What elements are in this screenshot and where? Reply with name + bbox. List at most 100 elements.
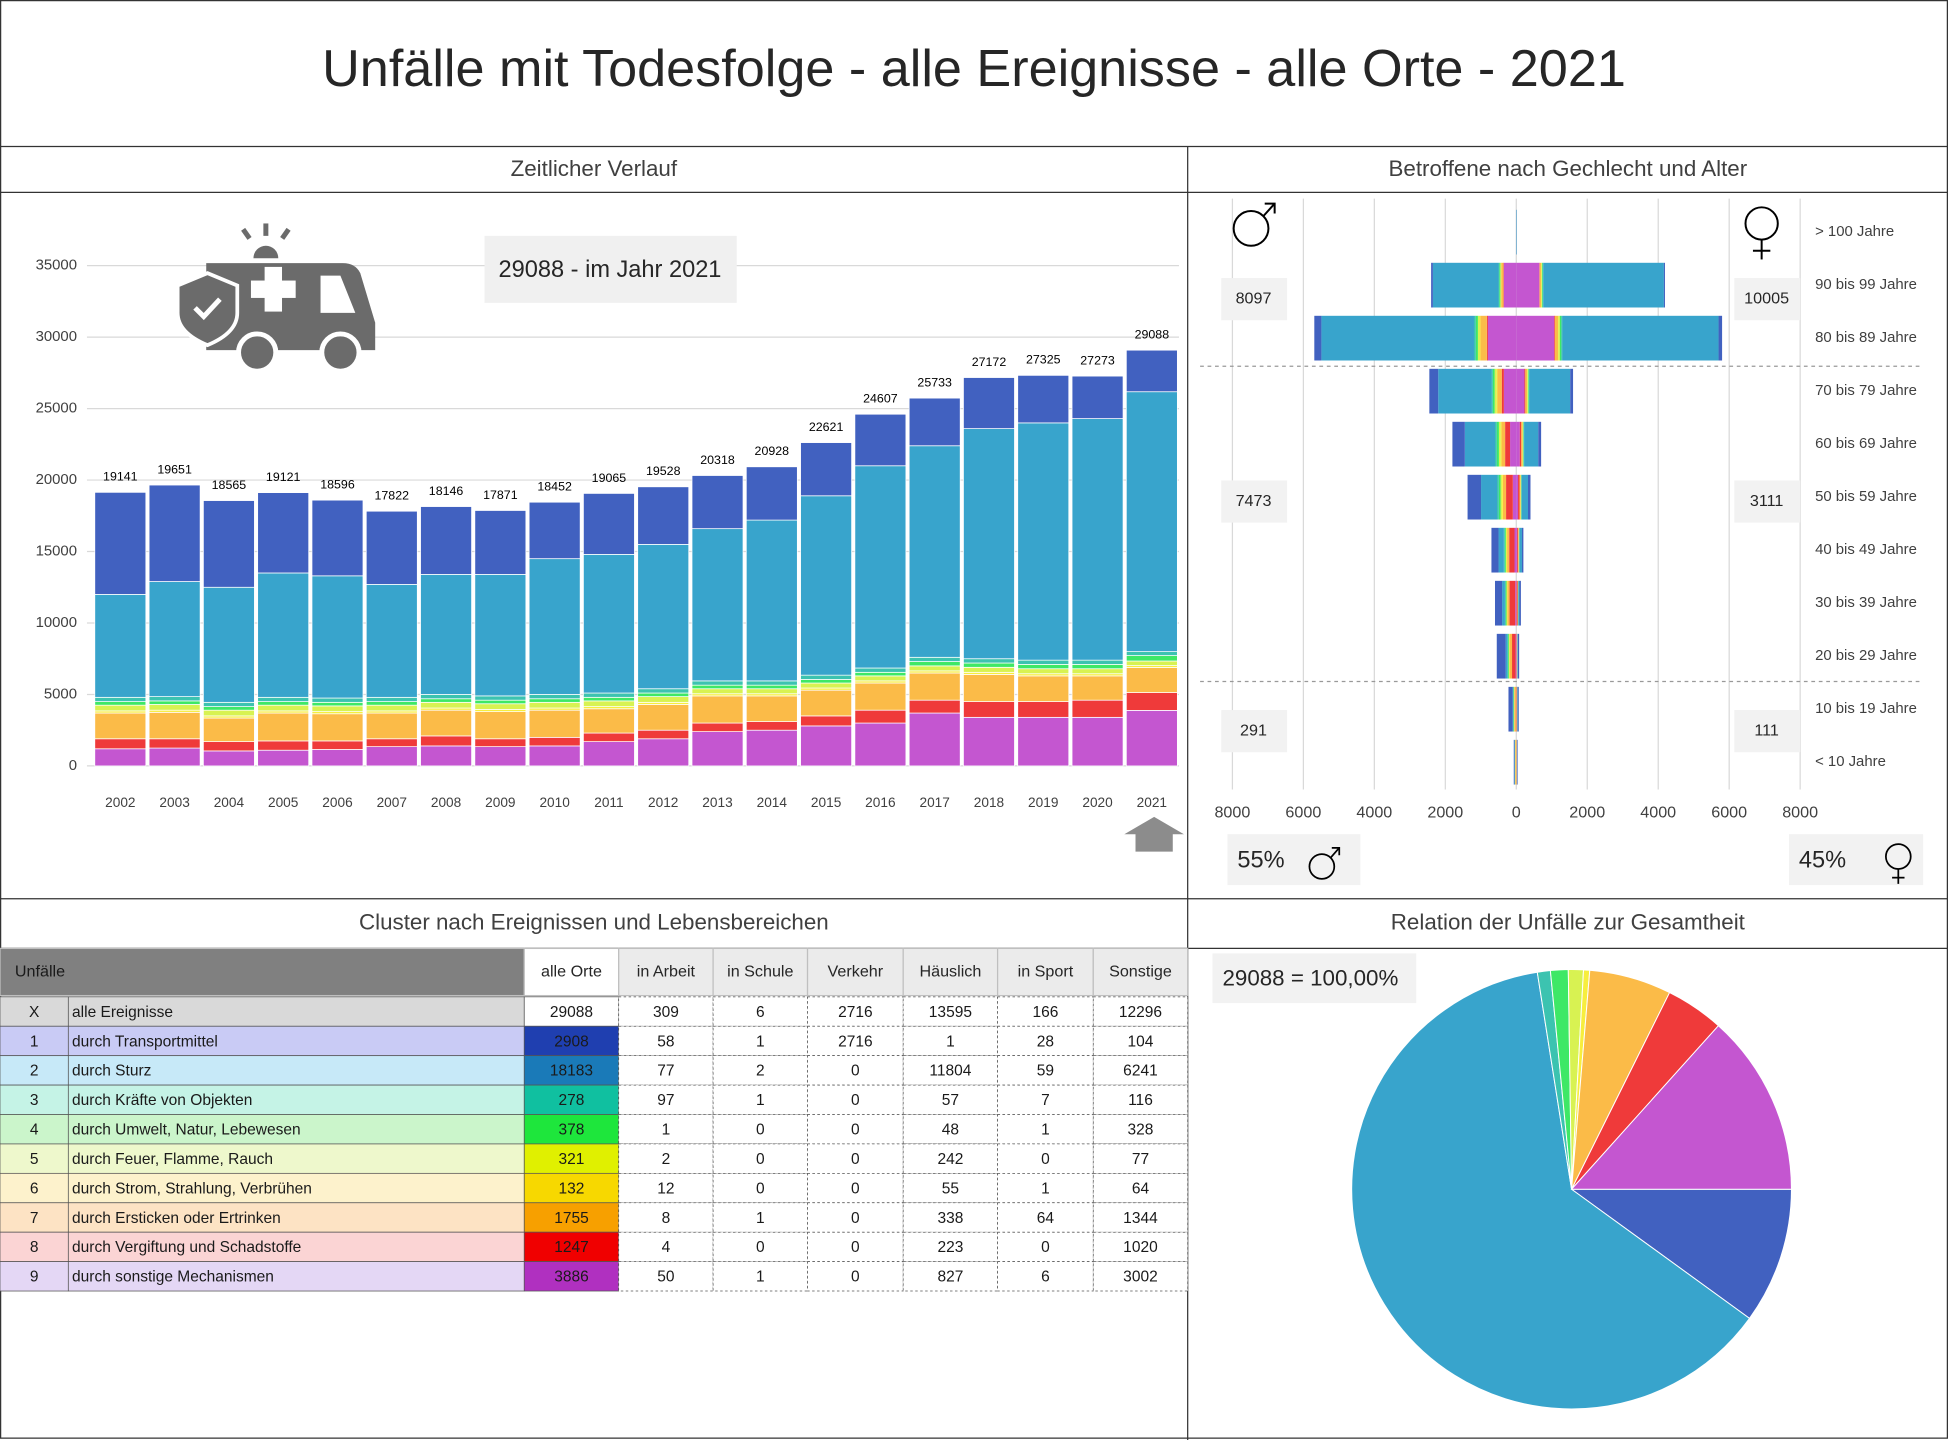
- cell-text: 0: [756, 1122, 765, 1139]
- header-label: Sonstige: [1109, 962, 1172, 980]
- bar-segment: [148, 738, 201, 749]
- female-segment: [1523, 421, 1524, 467]
- bar-segment: [474, 746, 527, 767]
- male-icon: [1232, 202, 1276, 247]
- bar-segment: [963, 674, 1015, 702]
- female-segment: [1542, 262, 1543, 308]
- bar-segment: [528, 745, 581, 767]
- bar-segment: [800, 442, 852, 497]
- female-segment: [1518, 580, 1520, 626]
- female-segment: [1538, 421, 1542, 467]
- bar-segment: [1125, 710, 1178, 767]
- cell-text: 4: [30, 1122, 39, 1139]
- bar-segment: [203, 586, 255, 703]
- bar-segment: [94, 712, 147, 740]
- bar-segment: [474, 738, 527, 748]
- female-segment: [1663, 262, 1665, 308]
- male-total: 8097: [1236, 289, 1272, 307]
- female-segment: [1528, 368, 1530, 414]
- male-segment: [1504, 527, 1506, 573]
- bar-segment: [854, 671, 907, 677]
- male-segment: [1498, 527, 1504, 573]
- y-tick-label: 0: [69, 758, 77, 774]
- bar-segment: [1071, 664, 1124, 670]
- male-segment: [1467, 474, 1482, 520]
- cell-text: 11804: [929, 1063, 971, 1080]
- male-segment: [1513, 686, 1514, 732]
- male-segment: [1506, 580, 1508, 626]
- annotation: 29088 = 100,00%: [1222, 965, 1398, 990]
- cell: [712, 1114, 808, 1145]
- bar-segment: [745, 729, 798, 767]
- cell-text: 0: [851, 1269, 860, 1286]
- age-label: 30 bis 39 Jahre: [1815, 595, 1917, 611]
- total-label: 19141: [103, 470, 138, 484]
- bar-segment: [365, 584, 418, 698]
- female-segment: [1519, 580, 1521, 626]
- bar-segment: [1071, 699, 1124, 718]
- cell-text: 116: [1128, 1092, 1153, 1109]
- male-segment: [1498, 474, 1501, 520]
- bar-segment: [420, 698, 472, 703]
- x-tick-label: 4000: [1356, 803, 1392, 821]
- cell-text: 104: [1128, 1033, 1154, 1050]
- bar-segment: [583, 696, 635, 702]
- cell-text: 0: [1041, 1151, 1050, 1168]
- bar-segment: [94, 748, 147, 767]
- bar-segment: [1017, 668, 1070, 675]
- female-segment: [1516, 686, 1518, 732]
- annotation-box: [1212, 953, 1417, 1004]
- cell-text: 827: [937, 1269, 963, 1286]
- bar-segment: [637, 696, 690, 703]
- cell-text: 0: [851, 1239, 860, 1256]
- bar-segment: [203, 750, 255, 767]
- female-segment: [1539, 262, 1542, 308]
- x-tick-label: 2003: [159, 795, 189, 810]
- age-label: 90 bis 99 Jahre: [1815, 277, 1917, 293]
- cell-text: 97: [657, 1092, 674, 1109]
- cell: [67, 1025, 525, 1057]
- male-segment: [1503, 262, 1517, 308]
- female-segment: [1528, 368, 1529, 414]
- bar-segment: [1071, 659, 1124, 665]
- male-segment: [1501, 421, 1506, 467]
- cell-text: 0: [851, 1122, 860, 1139]
- cell-text: 50: [657, 1269, 675, 1286]
- age-label: 40 bis 49 Jahre: [1815, 542, 1917, 558]
- cell-text: 1: [1041, 1180, 1050, 1197]
- bar-segment: [691, 688, 744, 695]
- bar-segment: [1125, 651, 1178, 656]
- bar-segment: [637, 704, 690, 731]
- bar-segment: [528, 501, 581, 560]
- bar-segment: [1017, 701, 1070, 718]
- cell-text: 328: [1128, 1122, 1154, 1139]
- female-segment: [1519, 474, 1521, 520]
- cell-text: 1020: [1123, 1239, 1158, 1256]
- bar-segment: [800, 689, 852, 717]
- bar-segment: [691, 684, 744, 690]
- male-segment: [1477, 315, 1481, 361]
- male-segment: [1491, 368, 1493, 414]
- bar-segment: [854, 682, 907, 711]
- male-segment: [1452, 421, 1465, 467]
- ambulance-icon: [175, 223, 376, 374]
- cell-text: 1: [756, 1033, 765, 1050]
- female-segment: [1521, 527, 1524, 573]
- bar-segment: [528, 694, 581, 700]
- cell: [902, 1143, 998, 1174]
- bar-segment: [257, 712, 310, 742]
- bar-segment: [203, 706, 255, 711]
- cell: [67, 1172, 525, 1204]
- x-tick-label: 2013: [702, 795, 732, 810]
- cell-text: durch Transportmittel: [72, 1033, 218, 1050]
- cell: [712, 1172, 808, 1204]
- cell-text: 29088: [550, 1004, 593, 1021]
- cell-text: 1: [30, 1033, 39, 1050]
- bar-segment: [420, 694, 472, 700]
- bar-segment: [420, 709, 472, 737]
- bar-segment: [257, 492, 310, 574]
- male-segment: [1512, 474, 1517, 520]
- cell-text: 309: [653, 1004, 679, 1021]
- male-segment: [1513, 739, 1515, 785]
- x-tick-label: 2015: [811, 795, 842, 810]
